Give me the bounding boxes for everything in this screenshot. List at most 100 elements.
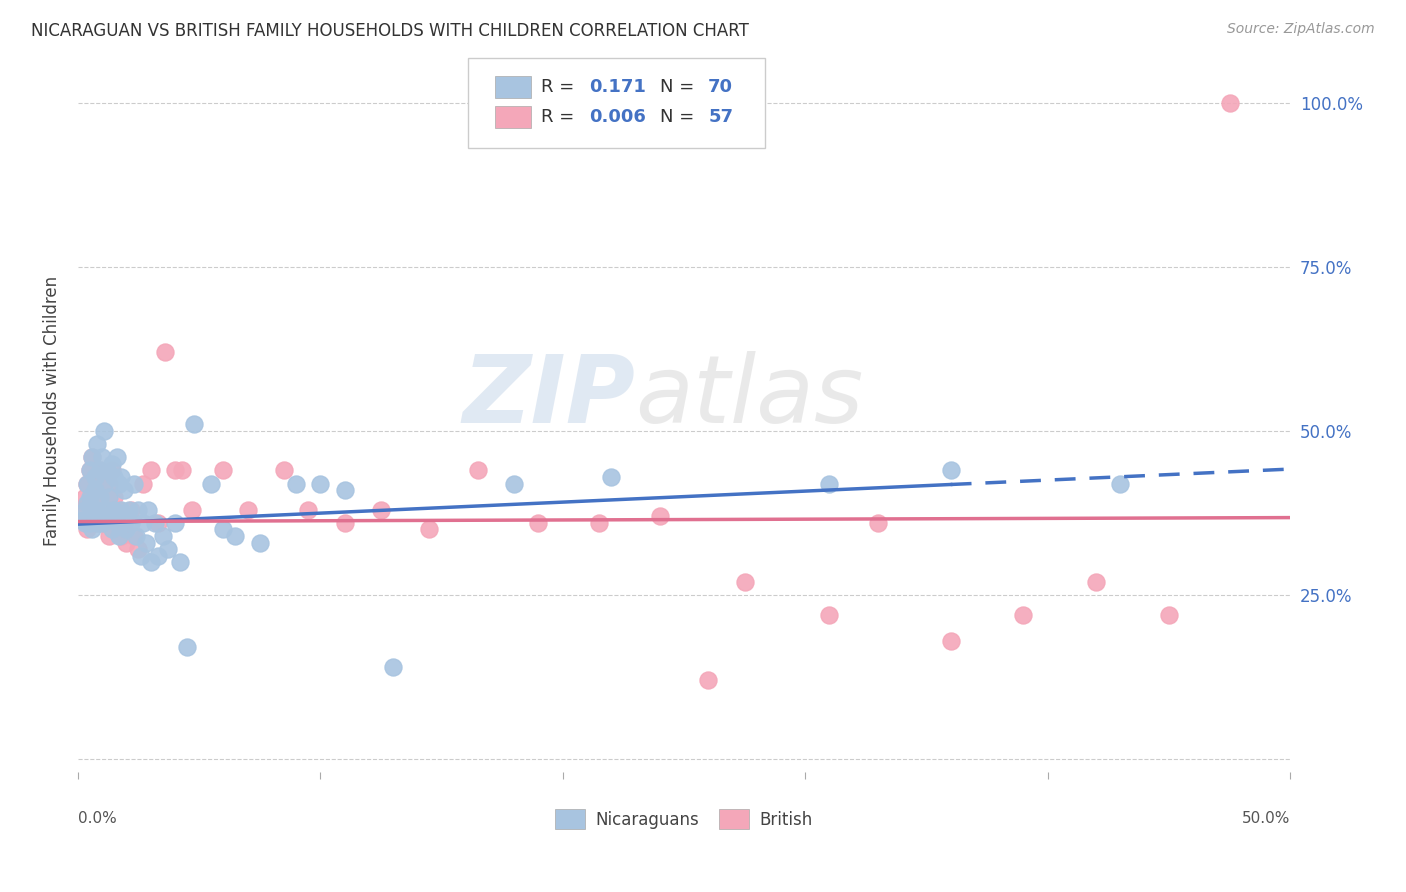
Point — [503, 476, 526, 491]
Point — [145, 516, 167, 530]
Point — [79, 516, 101, 530]
Point — [82, 450, 104, 465]
Point — [132, 476, 155, 491]
Point — [333, 516, 356, 530]
Point — [1157, 607, 1180, 622]
Point — [79, 490, 101, 504]
Point — [98, 529, 121, 543]
Point — [96, 502, 118, 516]
Point — [73, 490, 96, 504]
Point — [115, 523, 138, 537]
Point — [153, 345, 176, 359]
Point — [91, 516, 114, 530]
Point — [86, 516, 108, 530]
Point — [82, 490, 104, 504]
Point — [110, 502, 132, 516]
Point — [98, 476, 121, 491]
Text: N =: N = — [659, 108, 700, 126]
Point — [76, 476, 98, 491]
Point — [76, 476, 98, 491]
Text: R =: R = — [541, 78, 579, 95]
Point — [79, 516, 101, 530]
Point — [125, 529, 148, 543]
Point — [105, 516, 128, 530]
Point — [93, 476, 115, 491]
Point — [89, 463, 111, 477]
Point — [527, 516, 550, 530]
Point — [224, 529, 246, 543]
Point — [105, 450, 128, 465]
Point — [120, 502, 142, 516]
Point — [212, 463, 235, 477]
Point — [163, 516, 186, 530]
Point — [76, 523, 98, 537]
Point — [169, 555, 191, 569]
Text: NICARAGUAN VS BRITISH FAMILY HOUSEHOLDS WITH CHILDREN CORRELATION CHART: NICARAGUAN VS BRITISH FAMILY HOUSEHOLDS … — [31, 22, 749, 40]
Point — [108, 529, 131, 543]
Point — [135, 535, 157, 549]
Point — [127, 502, 149, 516]
Point — [818, 476, 841, 491]
Point — [370, 502, 392, 516]
Point — [180, 502, 202, 516]
Point — [236, 502, 259, 516]
Point — [163, 463, 186, 477]
Point — [100, 463, 122, 477]
Point — [1012, 607, 1035, 622]
Point — [176, 640, 198, 655]
Point — [939, 463, 962, 477]
Point — [122, 476, 145, 491]
Point — [183, 417, 205, 432]
Point — [136, 502, 159, 516]
Point — [86, 516, 108, 530]
Point — [83, 509, 105, 524]
Point — [83, 483, 105, 497]
Point — [1109, 476, 1132, 491]
Point — [82, 502, 104, 516]
Point — [79, 463, 101, 477]
Point — [333, 483, 356, 497]
Point — [72, 502, 94, 516]
Point — [89, 490, 111, 504]
Point — [418, 523, 440, 537]
Point — [86, 502, 108, 516]
Point — [866, 516, 889, 530]
Text: N =: N = — [659, 78, 700, 95]
Text: 57: 57 — [709, 108, 733, 126]
Point — [115, 535, 138, 549]
Point — [96, 502, 118, 516]
Point — [103, 490, 125, 504]
Point — [112, 483, 135, 497]
Point — [98, 509, 121, 524]
Point — [118, 502, 141, 516]
Point — [100, 523, 122, 537]
Point — [309, 476, 332, 491]
Text: R =: R = — [541, 108, 579, 126]
Point — [86, 476, 108, 491]
Point — [1085, 574, 1108, 589]
Point — [103, 502, 125, 516]
Point — [91, 516, 114, 530]
Point — [83, 470, 105, 484]
Point — [76, 496, 98, 510]
Point — [200, 476, 222, 491]
Point — [73, 516, 96, 530]
Point — [648, 509, 671, 524]
Point — [110, 529, 132, 543]
Text: 0.171: 0.171 — [589, 78, 647, 95]
FancyBboxPatch shape — [495, 106, 531, 128]
Point — [93, 424, 115, 438]
Point — [939, 633, 962, 648]
Text: 50.0%: 50.0% — [1241, 812, 1291, 826]
Text: 70: 70 — [709, 78, 733, 95]
Point — [146, 549, 169, 563]
Point — [297, 502, 319, 516]
Point — [818, 607, 841, 622]
Point — [212, 523, 235, 537]
Point — [132, 516, 155, 530]
Point — [98, 490, 121, 504]
Point — [120, 516, 142, 530]
Point — [108, 476, 131, 491]
Point — [83, 463, 105, 477]
Point — [82, 450, 104, 465]
